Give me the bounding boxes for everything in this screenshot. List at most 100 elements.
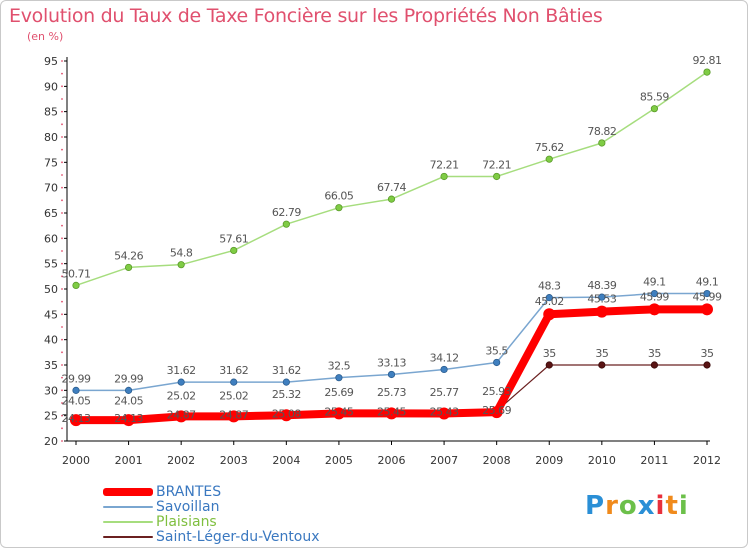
x-tick-label: 2003: [220, 454, 248, 467]
y-minor-mark: [61, 98, 63, 100]
logo-letter: i: [655, 491, 666, 521]
y-tick-label: 70: [44, 182, 58, 195]
x-tick-label: 2002: [167, 454, 195, 467]
legend-label: Savoillan: [156, 499, 220, 515]
y-tick-label: 30: [44, 384, 58, 397]
data-label: 35: [543, 347, 556, 360]
data-label: 31.62: [167, 364, 196, 377]
data-label: 31.62: [219, 364, 248, 377]
data-label: 54.8: [170, 247, 193, 260]
data-point: [332, 407, 345, 420]
logo-letter: r: [605, 491, 619, 521]
data-point: [122, 414, 135, 427]
data-label: 50.71: [62, 267, 91, 280]
data-label: 72.21: [430, 158, 459, 171]
y-minor-mark: [61, 110, 63, 113]
y-minor-mark: [61, 288, 63, 290]
data-point: [650, 289, 659, 298]
data-label: 57.61: [219, 232, 248, 245]
data-label: 92.81: [693, 54, 722, 67]
x-tick-label: 2000: [62, 454, 90, 467]
y-tick-label: 40: [44, 334, 58, 347]
y-minor-mark: [61, 427, 63, 430]
legend-swatch: [103, 506, 153, 508]
data-label: 35: [595, 347, 608, 360]
data-label: 35: [648, 347, 661, 360]
data-point: [335, 204, 343, 212]
data-label: 24.05: [114, 394, 143, 407]
data-point: [595, 305, 608, 318]
data-point: [598, 361, 606, 369]
logo-letter: P: [585, 491, 606, 521]
data-point: [177, 261, 185, 269]
data-point: [177, 378, 185, 386]
legend-label: Plaisians: [156, 514, 217, 530]
data-label: 24.87: [167, 408, 196, 421]
data-point: [545, 361, 553, 369]
data-label: 24.87: [219, 408, 248, 421]
data-point: [438, 407, 451, 420]
data-point: [385, 407, 398, 420]
x-tick-label: 2005: [325, 454, 353, 467]
y-minor-mark: [61, 85, 63, 88]
data-label: 62.79: [272, 206, 301, 219]
data-label: 25.69: [324, 386, 353, 399]
data-point: [387, 195, 396, 203]
data-label: 29.99: [114, 372, 143, 385]
y-tick-label: 50: [44, 283, 58, 296]
legend-swatch: [103, 488, 153, 496]
y-tick-label: 20: [44, 435, 58, 448]
data-point: [490, 406, 503, 419]
y-minor-mark: [61, 161, 63, 164]
data-label: 25.02: [167, 390, 196, 403]
y-tick-label: 45: [44, 308, 58, 321]
x-tick-label: 2004: [272, 454, 300, 467]
data-point: [701, 303, 713, 316]
y-minor-mark: [61, 262, 63, 265]
y-minor-mark: [61, 72, 63, 75]
logo-letter: x: [637, 491, 656, 521]
data-point: [280, 409, 293, 422]
data-point: [543, 308, 556, 321]
data-label: 85.59: [640, 91, 669, 104]
y-minor-mark: [61, 326, 63, 328]
y-minor-mark: [61, 199, 63, 202]
data-point: [703, 361, 711, 369]
data-point: [227, 410, 240, 423]
data-label: 72.21: [482, 158, 511, 171]
data-label: 25.43: [430, 405, 459, 418]
data-point: [230, 378, 238, 386]
y-tick-label: 90: [44, 80, 58, 93]
data-label: 25.32: [272, 388, 301, 401]
y-minor-mark: [61, 224, 63, 227]
data-label: 75.62: [535, 141, 564, 154]
y-minor-mark: [61, 338, 63, 341]
data-label: 31.62: [272, 364, 301, 377]
data-label: 35.5: [485, 344, 508, 357]
logo-letter: t: [665, 491, 679, 521]
y-tick-label: 25: [44, 410, 58, 423]
y-tick-label: 85: [44, 106, 58, 119]
data-point: [124, 386, 133, 394]
data-point: [703, 68, 711, 76]
data-label: 48.39: [587, 279, 616, 292]
y-axis-unit: (en %): [27, 30, 64, 43]
data-point: [598, 293, 606, 301]
data-label: 49.1: [696, 276, 719, 289]
y-tick-label: 35: [44, 359, 58, 372]
x-tick-label: 2001: [115, 454, 143, 467]
x-tick-label: 2008: [483, 454, 511, 467]
data-label: 24.05: [62, 394, 91, 407]
legend-swatch: [103, 521, 153, 523]
data-label: 25.93: [482, 385, 511, 398]
y-minor-mark: [61, 212, 63, 214]
y-tick-label: 80: [44, 131, 58, 144]
y-minor-mark: [61, 148, 63, 151]
data-label: 49.1: [643, 276, 666, 289]
y-minor-mark: [61, 275, 63, 278]
data-label: 29.99: [62, 372, 91, 385]
data-point: [545, 294, 553, 302]
legend-label: Saint-Léger-du-Ventoux: [156, 529, 320, 545]
